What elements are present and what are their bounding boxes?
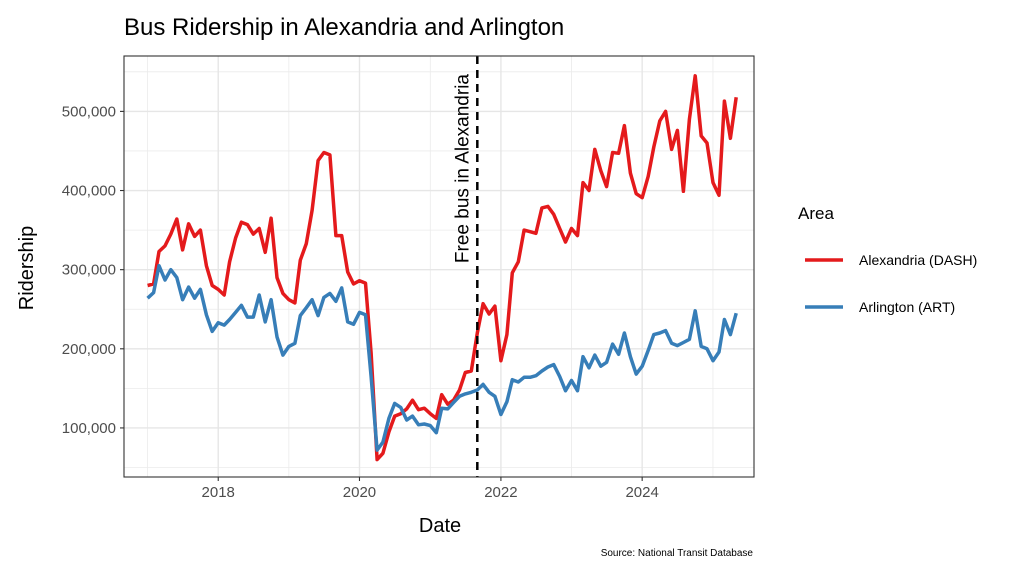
series-line-alexandria xyxy=(147,74,738,462)
legend-label-alexandria: Alexandria (DASH) xyxy=(859,252,977,268)
x-tick-label: 2024 xyxy=(625,484,658,501)
series-line-arlington xyxy=(146,263,738,452)
y-tick-label: 100,000 xyxy=(62,420,116,437)
legend-item-arlington: Arlington (ART) xyxy=(805,299,955,315)
y-axis-title: Ridership xyxy=(16,226,38,310)
y-tick-label: 500,000 xyxy=(62,103,116,120)
series-layer xyxy=(146,74,738,462)
y-tick-label: 300,000 xyxy=(62,262,116,279)
x-tick-label: 2018 xyxy=(202,484,235,501)
y-axis: 100,000 200,000 300,000 400,000 500,000 xyxy=(62,103,124,437)
legend: Area Alexandria (DASH) Arlington (ART) xyxy=(798,204,977,315)
y-tick-label: 400,000 xyxy=(62,183,116,200)
annotation-label: Free bus in Alexandria xyxy=(452,74,473,263)
chart-title: Bus Ridership in Alexandria and Arlingto… xyxy=(124,14,564,41)
panel-border xyxy=(123,55,755,478)
legend-title: Area xyxy=(798,204,834,223)
x-tick-label: 2020 xyxy=(343,484,376,501)
y-tick-label: 200,000 xyxy=(62,341,116,358)
x-axis-title: Date xyxy=(419,515,461,537)
legend-label-arlington: Arlington (ART) xyxy=(859,299,955,315)
plot-panel: Free bus in Alexandria xyxy=(123,55,755,478)
legend-item-alexandria: Alexandria (DASH) xyxy=(805,252,977,268)
source-caption: Source: National Transit Database xyxy=(601,548,754,559)
x-tick-label: 2022 xyxy=(484,484,517,501)
grid-minor xyxy=(124,56,754,477)
x-axis: 2018 2020 2022 2024 xyxy=(202,477,659,501)
